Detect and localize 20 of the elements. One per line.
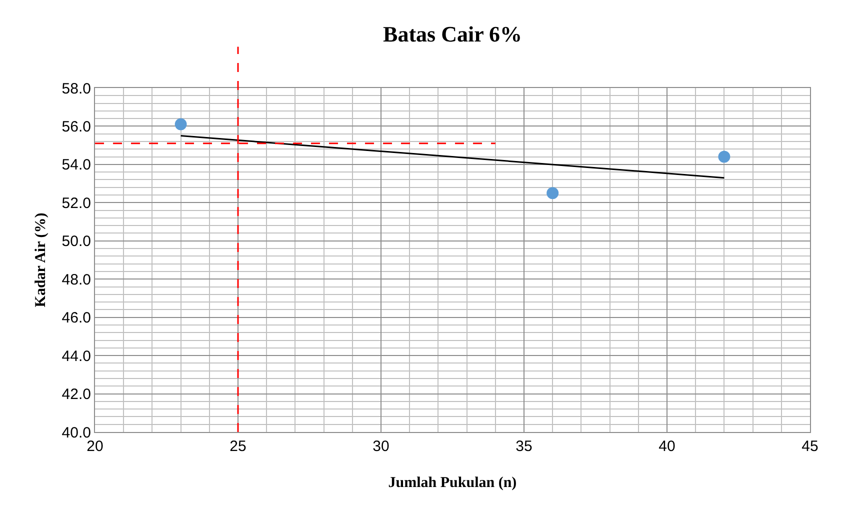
chart-title: Batas Cair 6% <box>383 21 522 46</box>
y-tick-label: 58.0 <box>62 80 91 98</box>
y-tick-label: 46.0 <box>62 310 91 327</box>
point <box>546 187 559 200</box>
x-tick-label: 45 <box>802 438 818 455</box>
y-axis-title: Kadar Air (%) <box>33 212 50 308</box>
y-tick-label: 44.0 <box>62 348 91 365</box>
y-tick-label: 52.0 <box>62 194 91 212</box>
point <box>718 150 730 163</box>
point <box>174 118 187 130</box>
x-tick-label: 35 <box>516 438 532 455</box>
y-tick-label: 54.0 <box>62 156 91 174</box>
y-tick-label: 50.0 <box>62 233 91 250</box>
x-axis-title: Jumlah Pukulan (n) <box>388 475 517 491</box>
x-tick-label: 30 <box>372 438 390 455</box>
y-tick-label: 56.0 <box>62 118 91 136</box>
x-tick-label: 40 <box>658 438 676 455</box>
x-tick-label: 25 <box>230 438 246 455</box>
y-tick-label: 48.0 <box>62 271 91 288</box>
y-tick-label: 42.0 <box>62 386 91 404</box>
